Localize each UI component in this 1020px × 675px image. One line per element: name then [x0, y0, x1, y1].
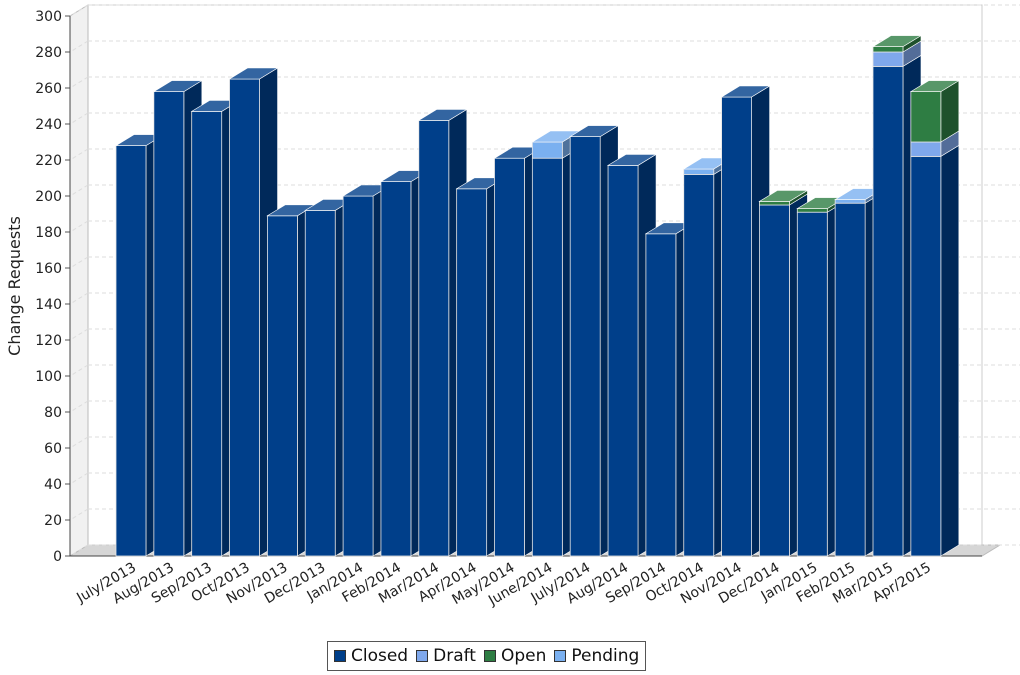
y-gridline-side — [69, 544, 89, 557]
bar-closed-8 — [418, 120, 450, 557]
bar-draft-20 — [872, 51, 904, 67]
y-tick-label: 220 — [35, 153, 62, 169]
bar-closed-16 — [721, 96, 752, 557]
bar-closed-11 — [531, 157, 563, 557]
bar-closed-20 — [872, 66, 904, 557]
bar-top-12 — [569, 125, 620, 137]
bar-top-3 — [228, 67, 279, 80]
bar-top-16 — [720, 85, 771, 98]
bar-closed-15 — [683, 173, 715, 557]
y-tick-label: 60 — [44, 441, 62, 457]
bar-closed-21 — [910, 155, 942, 557]
bar-closed-5 — [304, 209, 336, 557]
legend-item-open: Open — [483, 646, 547, 666]
y-tick-label: 40 — [44, 477, 62, 493]
legend: Closed Draft Open Pending — [327, 641, 647, 671]
legend-swatch-open — [483, 650, 496, 662]
y-gridline-side — [69, 472, 89, 485]
y-tick-label: 0 — [53, 549, 62, 565]
y-tick-label: 240 — [35, 117, 62, 133]
bar-closed-13 — [607, 164, 639, 557]
y-gridline-side — [69, 40, 89, 53]
bar-closed-7 — [380, 181, 412, 557]
bar-open-18 — [796, 208, 828, 213]
legend-label-pending: Pending — [571, 646, 640, 666]
y-tick-label: 80 — [44, 405, 62, 421]
y-gridline-side — [69, 364, 89, 377]
legend-label-closed: Closed — [351, 646, 409, 666]
bar-closed-2 — [191, 111, 223, 557]
bar-pending-19 — [834, 199, 866, 204]
bar-closed-18 — [796, 211, 828, 557]
y-tick-label: 160 — [35, 261, 62, 277]
bar-open-21 — [910, 91, 942, 143]
chart-svg: 0 20 40 60 80 100 120 140 160 180 200 220 240 260 280 3… — [5, 4, 1020, 609]
y-gridline-side — [69, 400, 89, 413]
y-tick-label: 260 — [35, 81, 62, 97]
bar-closed-4 — [266, 215, 298, 557]
y-gridline-side — [69, 184, 89, 197]
bar-draft-21 — [910, 141, 942, 157]
bar-pending-15 — [683, 168, 715, 175]
y-gridline-side — [69, 148, 89, 161]
y-gridline-side — [69, 508, 89, 521]
bar-closed-21-side — [940, 144, 960, 557]
y-axis-label: Change Requests — [5, 216, 24, 356]
legend-swatch-pending — [554, 650, 567, 662]
bar-closed-0 — [115, 145, 147, 557]
y-gridline-side — [69, 112, 89, 125]
bar-top-21 — [909, 80, 960, 92]
legend-label-open: Open — [500, 646, 547, 666]
bar-top-17 — [758, 190, 809, 202]
y-tick-label: 140 — [35, 297, 62, 313]
bar-top-8 — [417, 109, 468, 121]
legend-item-draft: Draft — [416, 646, 476, 666]
bar-pending-11 — [531, 141, 563, 159]
y-tick-label: 280 — [35, 45, 62, 61]
y-tick-label: 300 — [35, 9, 62, 25]
bar-closed-3 — [229, 78, 260, 557]
y-tick-label: 180 — [35, 225, 62, 241]
y-gridline-side — [69, 256, 89, 269]
y-tick-label: 200 — [35, 189, 62, 205]
y-gridline-side — [69, 436, 89, 449]
bar-closed-6 — [342, 195, 374, 557]
y-gridline-side — [69, 292, 89, 305]
legend-swatch-closed — [334, 650, 346, 662]
bar-closed-17 — [759, 204, 790, 557]
legend-item-pending: Pending — [554, 646, 639, 666]
legend-label-draft: Draft — [433, 646, 476, 666]
y-gridline-side — [69, 76, 89, 89]
chart-side-wall — [69, 4, 89, 557]
y-gridline-side — [69, 220, 89, 233]
bar-top-1 — [152, 80, 203, 92]
y-tick-label: 120 — [35, 333, 62, 349]
bar-open-20 — [872, 46, 904, 53]
y-tick-label: 20 — [44, 513, 62, 529]
bar-open-17 — [759, 200, 790, 206]
legend-item-closed: Closed — [334, 646, 408, 666]
y-gridline-side — [69, 4, 89, 17]
y-tick-label: 100 — [35, 369, 62, 385]
bar-top-13 — [606, 154, 658, 166]
bar-closed-19 — [834, 202, 866, 557]
bar-closed-10 — [494, 157, 525, 557]
bar-closed-14 — [645, 233, 677, 557]
y-gridline-side — [69, 328, 89, 341]
bar-closed-9 — [456, 188, 488, 557]
bar-top-20 — [871, 35, 923, 47]
legend-swatch-draft — [416, 650, 429, 662]
bar-closed-1 — [153, 91, 185, 557]
bar-closed-12 — [569, 136, 601, 557]
